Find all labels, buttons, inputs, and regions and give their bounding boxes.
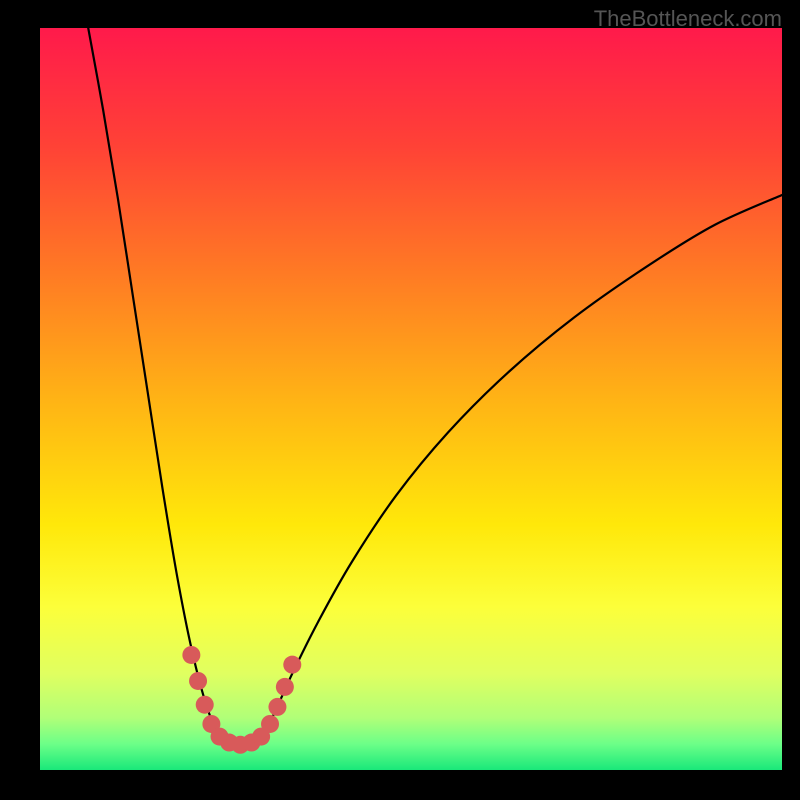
bottom-marker [268, 698, 286, 716]
bottom-marker [261, 715, 279, 733]
plot-background [40, 28, 782, 770]
bottleneck-chart-svg [0, 0, 800, 800]
bottom-marker [196, 696, 214, 714]
bottom-marker [276, 678, 294, 696]
bottom-marker [189, 672, 207, 690]
chart-stage: TheBottleneck.com [0, 0, 800, 800]
bottom-marker [182, 646, 200, 664]
bottom-marker [283, 656, 301, 674]
